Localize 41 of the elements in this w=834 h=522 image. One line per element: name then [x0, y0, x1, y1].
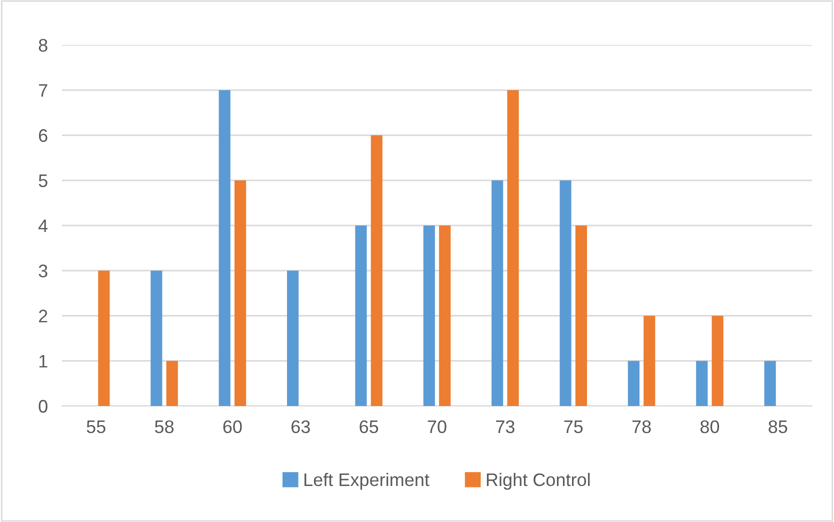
bar [166, 360, 178, 406]
y-tick-label: 8 [38, 38, 48, 52]
x-tick-label: 85 [768, 420, 788, 434]
bar [355, 226, 367, 406]
legend-label: Left Experiment [304, 472, 430, 490]
bar [439, 226, 451, 406]
y-tick-label: 0 [38, 400, 48, 413]
y-tick-label: 5 [38, 174, 48, 188]
x-tick-label: 70 [428, 420, 446, 434]
x-tick-label: 58 [154, 420, 174, 434]
x-tick-label: 78 [632, 420, 651, 434]
bar [287, 270, 299, 406]
bar [575, 226, 587, 406]
x-tick-label: 55 [86, 420, 106, 434]
bar [628, 360, 640, 406]
bar [370, 135, 382, 406]
x-tick-label: 60 [223, 420, 242, 434]
y-tick-label: 6 [38, 129, 48, 142]
bar [423, 226, 435, 406]
x-tick-label: 63 [292, 420, 310, 434]
bar [712, 316, 724, 406]
bar [507, 90, 519, 406]
x-tick-label: 73 [496, 420, 514, 434]
bar [234, 180, 246, 406]
y-tick-label: 1 [39, 354, 48, 368]
bar [98, 270, 110, 406]
y-tick-label: 3 [38, 264, 48, 278]
x-tick-label: 75 [564, 420, 583, 434]
bar [492, 180, 504, 406]
y-tick-label: 4 [38, 220, 48, 232]
y-tick-label: 2 [38, 310, 48, 322]
legend-label: Right Control [486, 472, 590, 490]
bar [150, 270, 162, 406]
bar [696, 360, 708, 406]
y-tick-label: 7 [38, 84, 48, 97]
bar [644, 316, 656, 406]
bar [764, 360, 776, 406]
x-tick-label: 80 [700, 420, 720, 434]
bar [218, 90, 230, 406]
x-tick-label: 65 [360, 420, 378, 434]
bar [560, 180, 572, 406]
